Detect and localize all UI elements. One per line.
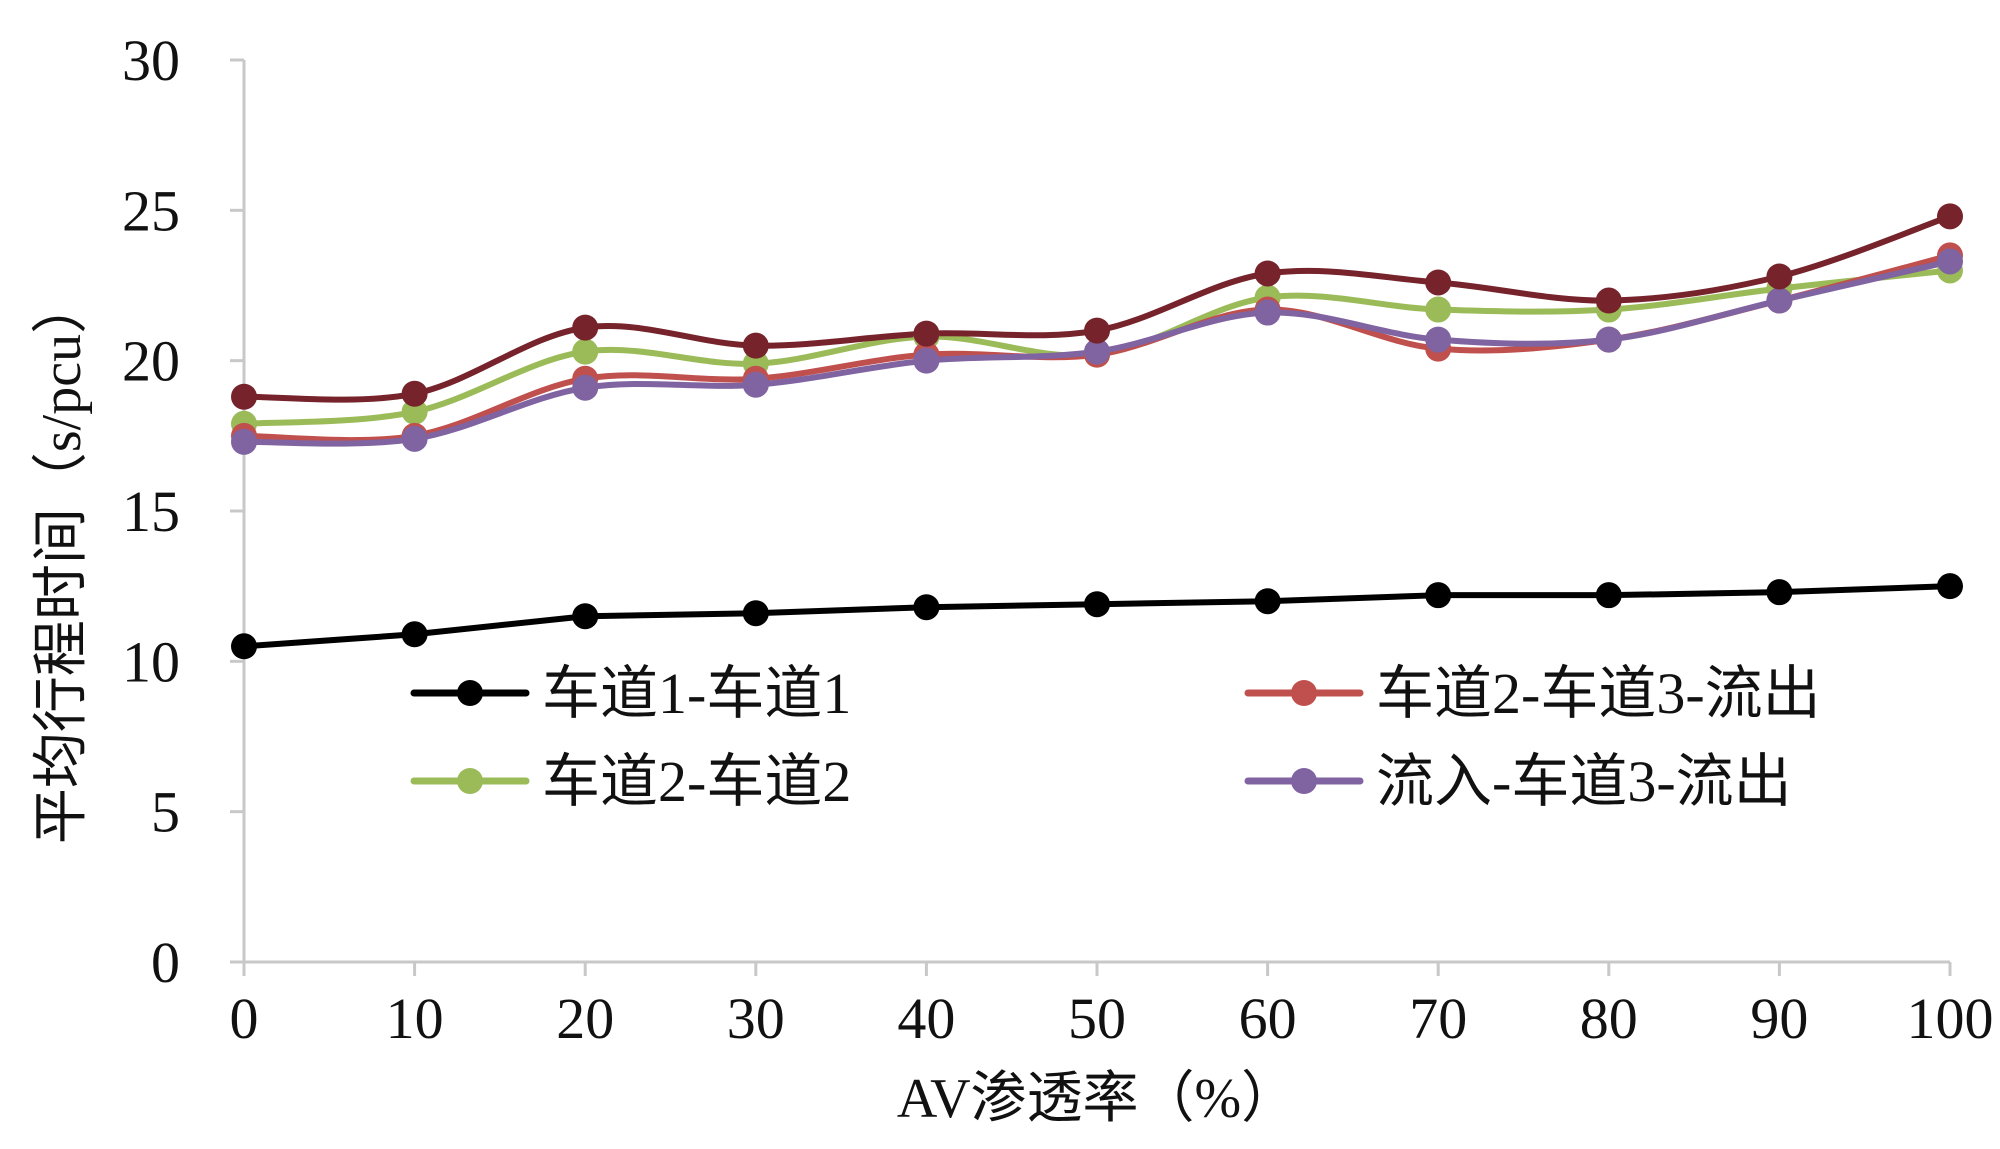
legend-label: 车道2-车道3-流出 xyxy=(1376,661,1821,726)
series-point xyxy=(1425,269,1452,296)
series-point xyxy=(1425,582,1452,609)
y-axis-label: 平均行程时间（s/pcu） xyxy=(31,278,93,844)
x-axis-label: AV渗透率（%） xyxy=(897,1068,1297,1130)
y-tick-label: 10 xyxy=(122,629,180,694)
series-lines xyxy=(241,213,1953,650)
axes: 0 5 10 15 20 25 30 0 10 20 30 40 50 60 70 80 90 100 xyxy=(122,28,1994,1051)
series-point xyxy=(572,338,599,365)
legend-marker xyxy=(1291,680,1317,706)
series-point xyxy=(231,383,257,410)
series-point xyxy=(1425,296,1452,323)
x-tick-label: 0 xyxy=(230,986,259,1051)
y-tick-label: 30 xyxy=(122,28,180,93)
x-tick-label: 10 xyxy=(386,986,444,1051)
legend-marker xyxy=(457,768,483,794)
series-line-4 xyxy=(241,213,1953,403)
series-point xyxy=(1254,299,1281,326)
series-point xyxy=(572,314,599,341)
series-point xyxy=(1595,582,1622,609)
series-point xyxy=(913,347,940,374)
series-point xyxy=(1766,287,1793,314)
y-tick-label: 5 xyxy=(151,780,180,845)
series-points xyxy=(231,203,1963,660)
legend-label: 流入-车道3-流出 xyxy=(1376,749,1792,814)
y-tick-label: 25 xyxy=(122,178,180,243)
series-point xyxy=(1254,260,1281,287)
series-point xyxy=(231,633,257,660)
series-point xyxy=(1084,591,1110,618)
series-point xyxy=(1766,579,1793,606)
x-tick-label: 30 xyxy=(727,986,785,1051)
series-point xyxy=(742,600,769,627)
series-point xyxy=(913,594,940,621)
y-tick-label: 15 xyxy=(122,479,180,544)
series-point xyxy=(1425,326,1452,353)
series-point xyxy=(1595,287,1622,314)
series-point xyxy=(401,621,428,648)
series-point xyxy=(401,425,428,452)
x-tick-label: 100 xyxy=(1907,986,1994,1051)
legend-label: 车道1-车道1 xyxy=(542,661,851,726)
series-point xyxy=(913,320,940,347)
x-tick-label: 50 xyxy=(1068,986,1126,1051)
series-point xyxy=(572,603,599,630)
series-point xyxy=(742,371,769,398)
series-point xyxy=(1084,338,1110,365)
legend-marker xyxy=(1291,768,1317,794)
series-point xyxy=(742,332,769,359)
series-point xyxy=(1766,263,1793,290)
series-point xyxy=(1937,248,1963,275)
x-tick-label: 60 xyxy=(1239,986,1297,1051)
series-point xyxy=(1937,203,1963,230)
y-tick-label: 20 xyxy=(122,329,180,394)
x-tick-label: 90 xyxy=(1750,986,1808,1051)
series-point xyxy=(1254,588,1281,615)
series-point xyxy=(401,380,428,407)
series-point xyxy=(401,398,428,425)
x-tick-label: 20 xyxy=(556,986,614,1051)
x-tick-label: 70 xyxy=(1409,986,1467,1051)
series-point xyxy=(1084,317,1110,344)
series-point xyxy=(572,374,599,401)
series-point xyxy=(1937,573,1963,600)
x-tick-label: 80 xyxy=(1580,986,1638,1051)
legend-label: 车道2-车道2 xyxy=(542,749,851,814)
legend-marker xyxy=(457,680,483,706)
series-point xyxy=(231,428,257,455)
x-tick-label: 40 xyxy=(897,986,955,1051)
y-tick-label: 0 xyxy=(151,930,180,995)
series-point xyxy=(1595,326,1622,353)
